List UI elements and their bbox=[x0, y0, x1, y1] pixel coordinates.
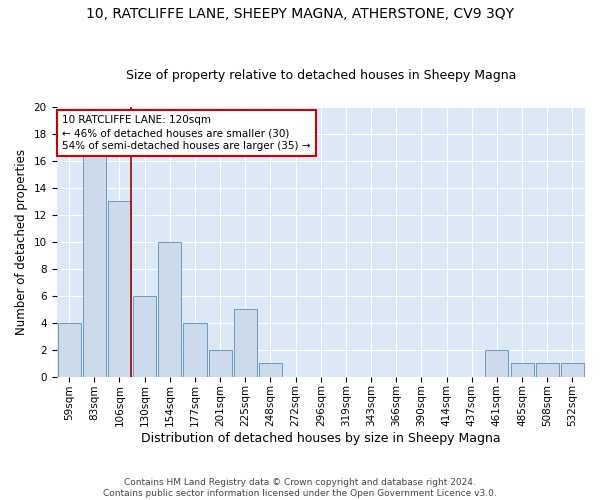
Bar bbox=[108, 201, 131, 376]
Bar bbox=[158, 242, 181, 376]
Title: Size of property relative to detached houses in Sheepy Magna: Size of property relative to detached ho… bbox=[125, 69, 516, 82]
Text: 10, RATCLIFFE LANE, SHEEPY MAGNA, ATHERSTONE, CV9 3QY: 10, RATCLIFFE LANE, SHEEPY MAGNA, ATHERS… bbox=[86, 8, 514, 22]
Text: 10 RATCLIFFE LANE: 120sqm
← 46% of detached houses are smaller (30)
54% of semi-: 10 RATCLIFFE LANE: 120sqm ← 46% of detac… bbox=[62, 115, 310, 152]
Bar bbox=[133, 296, 156, 376]
X-axis label: Distribution of detached houses by size in Sheepy Magna: Distribution of detached houses by size … bbox=[141, 432, 500, 445]
Y-axis label: Number of detached properties: Number of detached properties bbox=[15, 148, 28, 334]
Bar bbox=[233, 309, 257, 376]
Bar bbox=[58, 322, 80, 376]
Bar bbox=[184, 322, 206, 376]
Text: Contains HM Land Registry data © Crown copyright and database right 2024.
Contai: Contains HM Land Registry data © Crown c… bbox=[103, 478, 497, 498]
Bar bbox=[485, 350, 508, 376]
Bar bbox=[83, 148, 106, 376]
Bar bbox=[536, 363, 559, 376]
Bar bbox=[209, 350, 232, 376]
Bar bbox=[259, 363, 282, 376]
Bar bbox=[561, 363, 584, 376]
Bar bbox=[511, 363, 533, 376]
